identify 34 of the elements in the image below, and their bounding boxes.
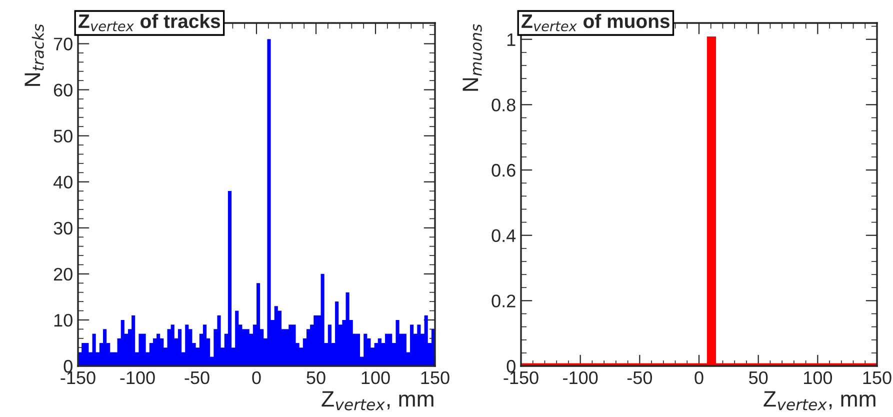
x-tick-label: 0 — [252, 371, 261, 384]
x-tick-label: 150 — [863, 371, 892, 384]
y-tick-label: 70 — [54, 38, 72, 50]
x-axis-title: Z$_{vertex}$, mm — [764, 391, 876, 410]
x-tick-label: -100 — [120, 371, 155, 384]
y-tick-label: 40 — [53, 176, 72, 189]
y-tick-label: 1 — [507, 33, 516, 46]
x-tick-label: -50 — [627, 371, 652, 384]
chart-title: Z$_{vertex}$ of muons — [522, 14, 670, 32]
y-axis-title: N$_{tracks}$ — [24, 24, 44, 86]
y-tick-label: 60 — [54, 84, 72, 96]
x-tick-label: 50 — [306, 371, 326, 384]
y-tick-label: 0.2 — [492, 294, 516, 308]
y-tick-label: 0.6 — [492, 164, 516, 177]
x-tick-label: -150 — [504, 371, 538, 384]
x-tick-label: 150 — [421, 371, 450, 384]
y-axis-title: N$_{muons}$ — [462, 24, 482, 91]
y-tick-label: 0 — [506, 360, 516, 373]
x-tick-label: -100 — [563, 371, 598, 384]
y-tick-label: 0.8 — [492, 98, 516, 112]
x-tick-label: -50 — [184, 371, 210, 384]
x-tick-label: 50 — [749, 371, 768, 384]
chart-title: Z$_{vertex}$ of tracks — [78, 14, 220, 32]
x-tick-label: 100 — [362, 371, 390, 384]
x-axis-title: Z$_{vertex}$, mm — [322, 391, 434, 410]
x-tick-label: -150 — [60, 371, 96, 384]
y-tick-label: 50 — [54, 130, 72, 143]
y-tick-label: 10 — [54, 314, 72, 327]
y-tick-label: 0.4 — [492, 229, 516, 242]
y-tick-label: 20 — [54, 268, 72, 281]
y-tick-label: 30 — [54, 222, 72, 235]
x-tick-label: 100 — [804, 371, 832, 384]
x-tick-label: 0 — [694, 371, 704, 384]
y-tick-label: 0 — [64, 360, 72, 373]
